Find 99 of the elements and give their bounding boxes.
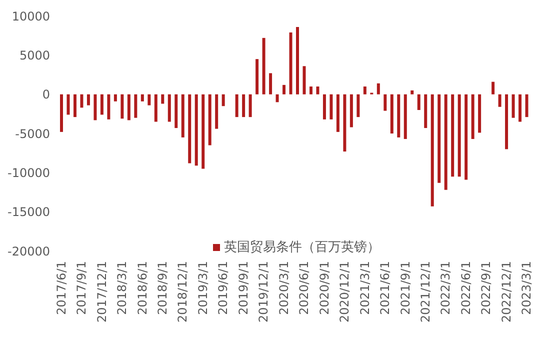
x-tick-label: 2018/9/1 bbox=[156, 261, 170, 315]
bar bbox=[458, 94, 461, 177]
x-tick-label: 2022/12/1 bbox=[499, 261, 514, 323]
bar bbox=[73, 94, 76, 118]
bar bbox=[316, 86, 320, 94]
bar bbox=[356, 94, 360, 118]
bar bbox=[498, 94, 502, 107]
x-tick-label: 2020/12/1 bbox=[338, 261, 352, 323]
y-tick-label: -5000 bbox=[15, 126, 50, 141]
x-tick-label: 2020/3/1 bbox=[276, 261, 291, 315]
bar bbox=[154, 94, 158, 122]
x-tick-label: 2021/12/1 bbox=[418, 261, 432, 323]
bar bbox=[322, 94, 326, 120]
bar bbox=[148, 94, 151, 106]
x-tick-label: 2021/3/1 bbox=[358, 261, 372, 315]
x-tick-label: 2019/6/1 bbox=[216, 261, 230, 315]
bar bbox=[464, 94, 468, 180]
bar bbox=[248, 94, 252, 118]
bar bbox=[114, 94, 117, 102]
y-tick-label: -15000 bbox=[7, 205, 50, 220]
bar bbox=[262, 38, 266, 94]
x-tick-label: 2018/3/1 bbox=[115, 261, 130, 315]
x-tick-label: 2020/6/1 bbox=[297, 261, 312, 315]
x-tick-label: 2019/3/1 bbox=[196, 261, 210, 315]
bar bbox=[276, 94, 279, 102]
bar bbox=[330, 94, 333, 120]
bar bbox=[256, 59, 259, 94]
bar bbox=[438, 94, 441, 183]
bar bbox=[296, 26, 299, 94]
x-tick-label: 2022/6/1 bbox=[458, 261, 473, 315]
x-tick-label: 2022/9/1 bbox=[479, 261, 494, 315]
bar bbox=[309, 86, 312, 94]
bar bbox=[397, 94, 400, 138]
x-tick-label: 2018/6/1 bbox=[135, 261, 150, 315]
bar bbox=[174, 94, 178, 128]
bar bbox=[188, 94, 192, 164]
x-tick-label: 2017/6/1 bbox=[54, 261, 68, 315]
x-tick-label: 2019/12/1 bbox=[256, 261, 271, 323]
bar bbox=[518, 94, 522, 122]
x-tick-label: 2019/9/1 bbox=[236, 261, 250, 315]
x-tick-label: 2017/9/1 bbox=[74, 261, 89, 315]
x-tick-label: 2022/3/1 bbox=[438, 261, 453, 315]
bar bbox=[512, 94, 515, 118]
bar bbox=[168, 94, 171, 122]
bar bbox=[242, 94, 246, 118]
bar bbox=[505, 94, 508, 150]
bar bbox=[215, 94, 218, 129]
bar bbox=[86, 94, 90, 106]
x-tick-label: 2020/9/1 bbox=[317, 261, 332, 315]
bar bbox=[161, 94, 164, 104]
x-tick-label: 2018/12/1 bbox=[176, 261, 190, 323]
bar bbox=[181, 94, 184, 138]
bar bbox=[282, 84, 286, 94]
bar bbox=[107, 94, 110, 120]
bar bbox=[525, 94, 528, 118]
bar bbox=[208, 94, 212, 146]
bar bbox=[390, 94, 394, 134]
bar bbox=[471, 94, 474, 139]
bar bbox=[363, 86, 366, 94]
x-tick-label: 2021/6/1 bbox=[378, 261, 392, 315]
y-tick-label: -10000 bbox=[7, 166, 50, 180]
y-tick-label: 0 bbox=[42, 88, 50, 102]
bar bbox=[424, 94, 428, 128]
bar bbox=[410, 90, 414, 94]
y-tick-label: -20000 bbox=[7, 244, 50, 258]
bar bbox=[80, 94, 84, 108]
bar bbox=[302, 66, 306, 94]
bar bbox=[66, 94, 70, 115]
bar bbox=[134, 94, 138, 118]
bar bbox=[430, 94, 434, 206]
bar bbox=[404, 94, 407, 139]
y-tick-label: 5000 bbox=[19, 48, 50, 62]
bar bbox=[289, 32, 292, 94]
bar bbox=[140, 94, 144, 102]
bar bbox=[444, 94, 448, 190]
y-tick-label: 10000 bbox=[12, 9, 50, 24]
bar bbox=[269, 73, 272, 94]
bar bbox=[194, 94, 198, 166]
bar bbox=[451, 94, 454, 177]
x-tick-label: 2021/9/1 bbox=[398, 261, 412, 315]
bar bbox=[384, 94, 387, 111]
bar bbox=[100, 94, 104, 115]
bar bbox=[202, 94, 205, 169]
bar bbox=[120, 94, 124, 119]
x-tick-label: 2017/12/1 bbox=[94, 261, 109, 323]
bar bbox=[60, 94, 63, 132]
legend-label: 英国贸易条件（百万英镑） bbox=[224, 239, 380, 256]
bar bbox=[343, 94, 346, 152]
bar bbox=[222, 94, 225, 106]
bar bbox=[376, 83, 380, 94]
bar bbox=[127, 94, 130, 120]
x-tick-label: 2023/3/1 bbox=[520, 261, 534, 315]
bar bbox=[417, 94, 420, 110]
bar bbox=[492, 82, 495, 94]
bar bbox=[350, 94, 353, 128]
bar bbox=[478, 94, 482, 133]
bar bbox=[94, 94, 97, 120]
bar bbox=[336, 94, 340, 132]
bar bbox=[235, 94, 238, 118]
